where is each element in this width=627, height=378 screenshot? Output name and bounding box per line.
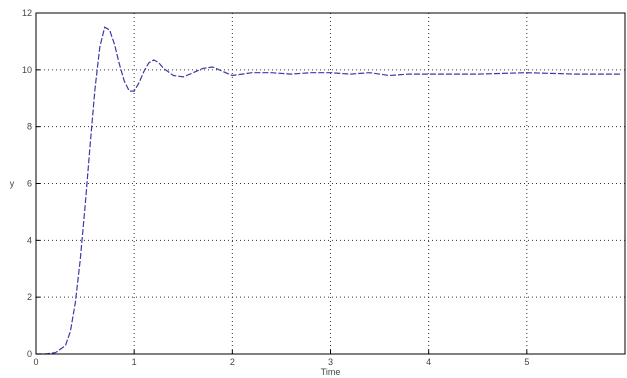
x-tick-label: 3	[328, 357, 333, 367]
y-tick-label: 12	[22, 8, 32, 18]
x-tick-label: 4	[426, 357, 431, 367]
y-tick-label: 8	[27, 122, 32, 132]
x-tick-label: 0	[33, 357, 38, 367]
x-tick-label: 1	[132, 357, 137, 367]
y-tick-label: 4	[27, 235, 32, 245]
y-tick-label: 10	[22, 65, 32, 75]
x-tick-label: 5	[524, 357, 529, 367]
y-tick-label: 0	[27, 349, 32, 359]
y-tick-label: 2	[27, 292, 32, 302]
y-tick-label: 6	[27, 179, 32, 189]
x-axis-label: Time	[321, 367, 341, 377]
x-tick-label: 2	[230, 357, 235, 367]
y-axis-label: y	[10, 179, 15, 189]
